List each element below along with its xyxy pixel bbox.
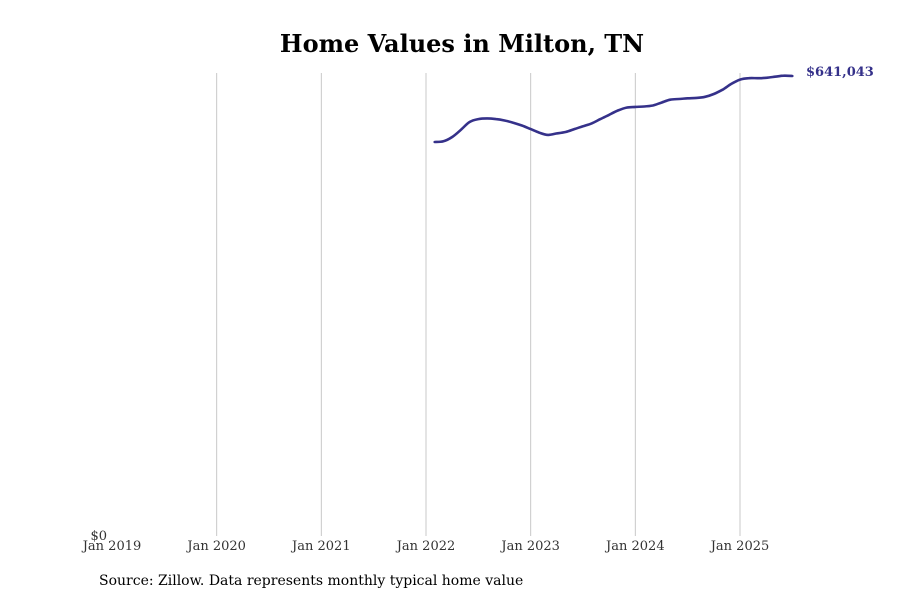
chart-title: Home Values in Milton, TN: [280, 29, 644, 58]
series-layer: [433, 74, 794, 144]
gridlines: [216, 73, 741, 536]
x-axis-ticks: Jan 2019 Jan 2020 Jan 2021 Jan 2022 Jan 2023…: [81, 539, 770, 554]
x-tick-label: Jan 2021: [290, 539, 351, 554]
series-line: [433, 74, 794, 144]
x-tick-label: Jan 2022: [395, 539, 456, 554]
x-tick-label: Jan 2023: [499, 539, 560, 554]
source-note: Source: Zillow. Data represents monthly …: [99, 573, 524, 589]
end-value-label: $641,043: [806, 65, 874, 80]
y-axis-ticks: $0: [90, 529, 107, 544]
x-tick-label: Jan 2024: [604, 539, 665, 554]
x-tick-label: Jan 2025: [709, 539, 770, 554]
x-tick-label: Jan 2020: [185, 539, 246, 554]
x-tick-label: Jan 2019: [81, 539, 142, 554]
y-tick-label: $0: [90, 529, 107, 544]
